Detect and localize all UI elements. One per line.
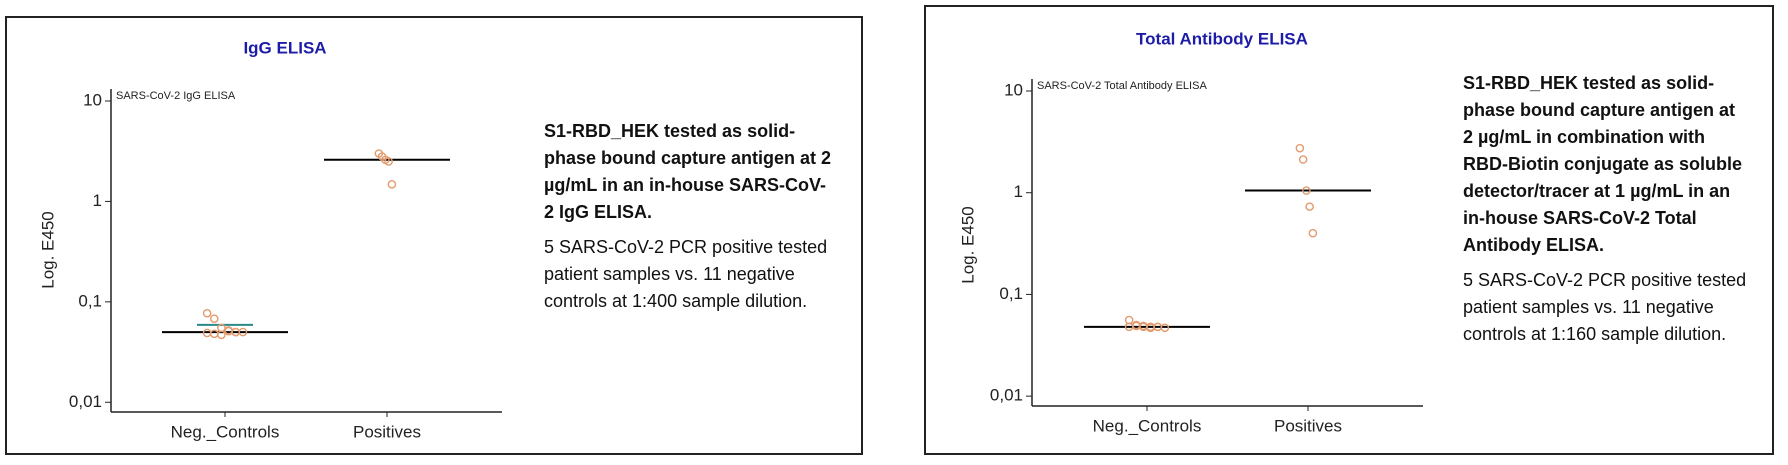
- y-tick-label: 1: [93, 191, 102, 210]
- data-point: [209, 314, 219, 323]
- data-point: [217, 330, 226, 340]
- x-tick-label: Neg._Controls: [171, 422, 280, 441]
- panel-frame: [924, 5, 1774, 455]
- x-tick-label: Positives: [1274, 416, 1342, 435]
- annotation: 5 SARS-CoV-2 PCR positive tested patient…: [544, 237, 828, 311]
- y-tick-label: 1: [1014, 182, 1023, 201]
- chart-title: Total Antibody ELISA: [1136, 29, 1308, 48]
- y-tick-label: 0,01: [69, 392, 102, 411]
- x-tick-label: Positives: [353, 422, 421, 441]
- y-tick-label: 0,01: [990, 386, 1023, 405]
- panel-frame: [5, 16, 863, 455]
- annotation-block: S1-RBD_HEK tested as solid-phase bound c…: [544, 118, 834, 323]
- data-point: [231, 327, 241, 337]
- data-point: [1295, 143, 1305, 153]
- data-point: [1298, 155, 1308, 164]
- data-point: [1305, 202, 1314, 211]
- data-point: [1308, 228, 1318, 238]
- y-axis-label: Log. E450: [958, 206, 977, 284]
- y-tick-label: 0,1: [999, 284, 1023, 303]
- data-point: [387, 180, 397, 189]
- data-point: [202, 308, 212, 318]
- annotation: S1-RBD_HEK tested as solid-phase bound c…: [1463, 73, 1743, 255]
- chart-subtitle: SARS-CoV-2 IgG ELISA: [116, 90, 236, 102]
- chart-subtitle: SARS-CoV-2 Total Antibody ELISA: [1037, 80, 1207, 92]
- data-point: [1302, 186, 1311, 195]
- annotation: S1-RBD_HEK tested as solid-phase bound c…: [544, 121, 832, 222]
- chart-title: IgG ELISA: [243, 38, 326, 57]
- data-point: [1153, 322, 1163, 332]
- y-axis-label: Log. E450: [38, 211, 57, 289]
- data-point: [384, 157, 393, 166]
- annotation: 5 SARS-CoV-2 PCR positive tested patient…: [1463, 270, 1747, 344]
- y-tick-label: 10: [83, 90, 102, 109]
- x-tick-label: Neg._Controls: [1093, 416, 1202, 435]
- y-tick-label: 0,1: [78, 291, 102, 310]
- annotation-block: S1-RBD_HEK tested as solid-phase bound c…: [1463, 70, 1748, 356]
- y-tick-label: 10: [1004, 80, 1023, 99]
